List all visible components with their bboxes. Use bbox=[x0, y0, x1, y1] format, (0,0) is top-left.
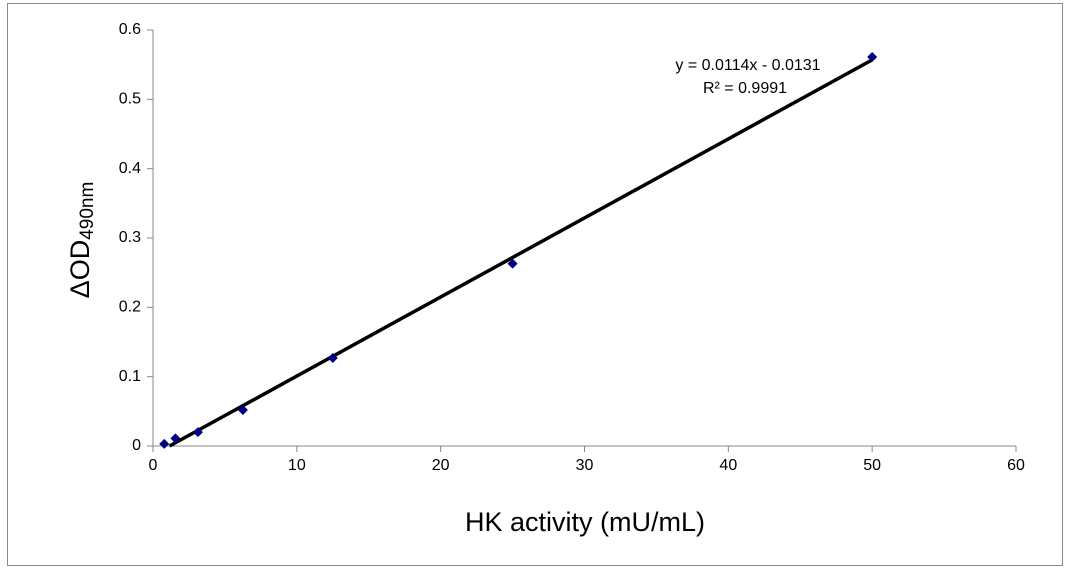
x-tick-label: 40 bbox=[719, 457, 737, 474]
y-tick-label: 0 bbox=[132, 437, 141, 454]
x-tick-label: 20 bbox=[432, 457, 450, 474]
y-axis-title: ΔOD490nm bbox=[65, 182, 98, 299]
x-tick-label: 10 bbox=[288, 457, 306, 474]
x-tick-label: 30 bbox=[576, 457, 594, 474]
data-point bbox=[170, 433, 181, 444]
x-tick-label: 0 bbox=[149, 457, 158, 474]
x-axis-title: HK activity (mU/mL) bbox=[465, 507, 705, 537]
chart-border bbox=[7, 3, 1063, 566]
y-axis-title-subscript: 490nm bbox=[77, 182, 98, 240]
y-tick-label: 0.5 bbox=[119, 91, 141, 108]
data-point bbox=[327, 352, 338, 363]
x-tick-label: 50 bbox=[863, 457, 881, 474]
y-tick-label: 0.6 bbox=[119, 21, 141, 38]
y-tick-label: 0.4 bbox=[119, 160, 141, 177]
data-point bbox=[867, 52, 878, 63]
data-point bbox=[237, 404, 248, 415]
y-tick-label: 0.1 bbox=[119, 368, 141, 385]
trendline bbox=[168, 58, 874, 448]
data-point bbox=[507, 258, 518, 269]
data-point bbox=[192, 427, 203, 438]
trendline-equation: y = 0.0114x - 0.0131 bbox=[675, 57, 820, 74]
x-tick-label: 60 bbox=[1007, 457, 1025, 474]
trendline-r-squared: R² = 0.9991 bbox=[703, 80, 787, 97]
y-axis-title-main: ΔOD bbox=[65, 240, 95, 299]
data-point bbox=[159, 438, 170, 449]
y-tick-label: 0.2 bbox=[119, 299, 141, 316]
y-tick-label: 0.3 bbox=[119, 229, 141, 246]
